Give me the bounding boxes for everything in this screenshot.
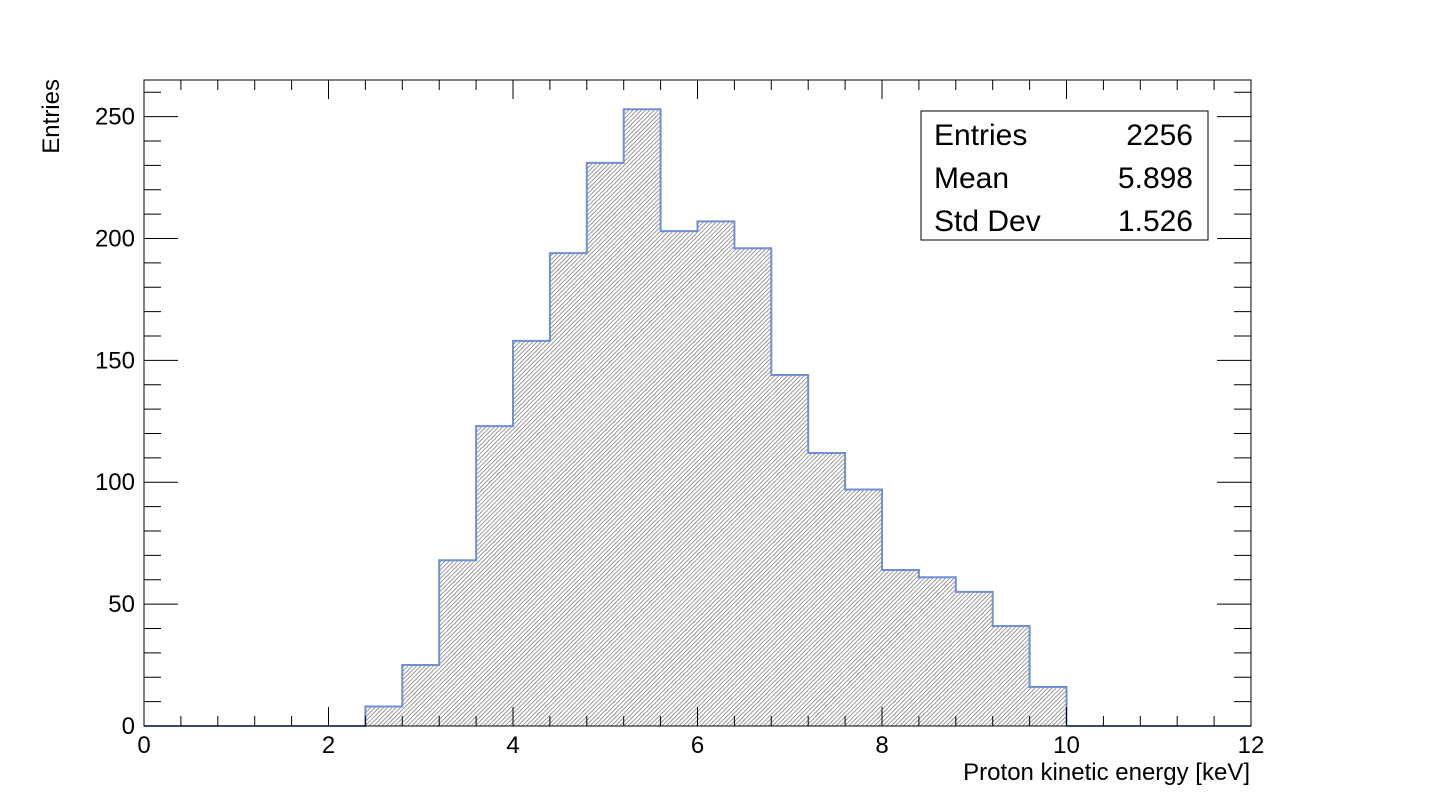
stats-box-frame [920, 110, 1209, 241]
histogram-bar [623, 109, 661, 727]
x-tick-label: 12 [1238, 732, 1265, 759]
stats-stddev-label: Std Dev [934, 205, 1041, 238]
histogram-bar [808, 452, 846, 726]
y-tick-label: 250 [95, 104, 135, 131]
histogram-bar [882, 569, 919, 726]
stats-stddev-value: 1.526 [1118, 205, 1193, 238]
histogram-outline [144, 108, 1251, 727]
histogram-bar [439, 560, 477, 726]
axis-ticks [143, 80, 1252, 727]
histogram-bar [771, 374, 809, 726]
x-tick-labels: 0 2 4 6 8 10 12 [137, 732, 1264, 759]
y-axis-label: Entries [38, 79, 65, 154]
x-tick-label: 4 [506, 732, 519, 759]
stats-mean-label: Mean [934, 162, 1009, 195]
x-axis-label: Proton kinetic energy [keV] [963, 759, 1250, 786]
histogram-bar [513, 340, 550, 726]
histogram-bar [476, 426, 513, 726]
y-tick-label: 0 [122, 713, 135, 740]
histogram-bar [697, 221, 735, 726]
y-tick-label: 200 [95, 225, 135, 252]
histogram-bar [734, 248, 772, 726]
stats-entries-label: Entries [934, 119, 1027, 152]
stats-entries-value: 2256 [1126, 119, 1193, 152]
x-tick-label: 10 [1053, 732, 1080, 759]
histogram-bar [365, 706, 403, 726]
stats-box: Entries 2256 Mean 5.898 Std Dev 1.526 [920, 110, 1209, 241]
histogram-bar [660, 231, 698, 726]
histogram-bar [549, 253, 587, 727]
histogram-bar [992, 626, 1030, 726]
histogram-bar [402, 665, 440, 726]
y-tick-label: 50 [108, 591, 135, 618]
histogram-bar [1029, 686, 1067, 726]
histogram-bar [845, 489, 882, 726]
stats-mean-value: 5.898 [1118, 162, 1193, 195]
y-tick-label: 150 [95, 347, 135, 374]
y-tick-labels: 0 50 100 150 200 250 [95, 104, 135, 740]
x-tick-label: 2 [322, 732, 335, 759]
histogram-bars [365, 109, 1067, 727]
x-tick-label: 6 [691, 732, 704, 759]
histogram-bar [918, 577, 956, 726]
x-tick-label: 0 [137, 732, 150, 759]
x-tick-label: 8 [875, 732, 888, 759]
histogram-bar [586, 162, 624, 726]
histogram-bar [955, 591, 993, 726]
y-tick-label: 100 [95, 469, 135, 496]
